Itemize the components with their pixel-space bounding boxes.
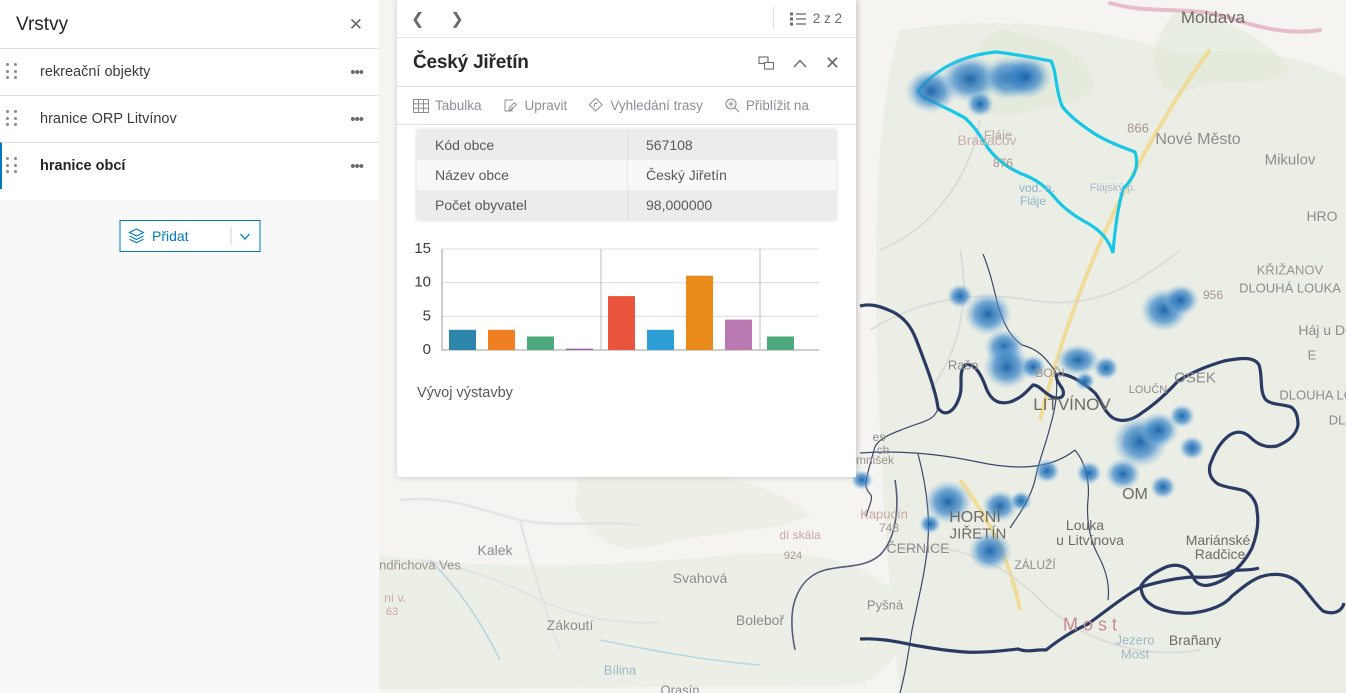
svg-text:0: 0 bbox=[423, 341, 431, 358]
svg-text:10: 10 bbox=[414, 274, 431, 291]
svg-text:5: 5 bbox=[423, 307, 431, 324]
svg-text:15: 15 bbox=[414, 240, 431, 257]
